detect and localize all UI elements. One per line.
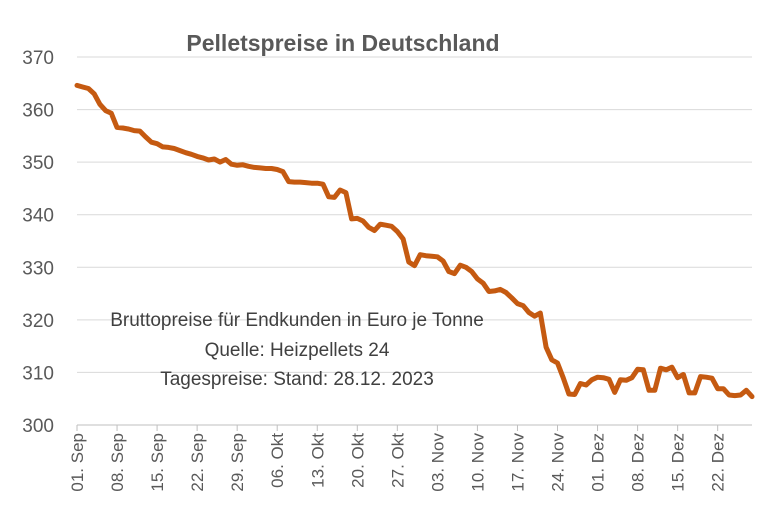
- x-tick-label: 13. Okt: [308, 433, 327, 488]
- x-tick-label: 06. Okt: [268, 433, 287, 488]
- x-tick-label: 29. Sep: [228, 433, 247, 492]
- x-tick-label: 03. Nov: [428, 433, 447, 492]
- x-tick-label: 22. Dez: [709, 433, 728, 492]
- x-tick-label: 27. Okt: [388, 433, 407, 488]
- x-tick-label: 22. Sep: [188, 433, 207, 492]
- gridlines: [77, 56, 752, 426]
- y-tick-label: 360: [22, 101, 54, 122]
- x-tick-label: 08. Sep: [108, 433, 127, 492]
- y-tick-label: 370: [22, 48, 54, 69]
- price-series-line: [74, 82, 755, 400]
- y-tick-label: 340: [22, 206, 54, 227]
- series-layer: [74, 82, 755, 400]
- x-tick-label: 20. Okt: [348, 433, 367, 488]
- y-axis-ticks: 300 310 320 330 340 350 360 370: [22, 48, 54, 437]
- x-tick-label: 24. Nov: [549, 433, 568, 492]
- chart-title: Pelletspreise in Deutschland: [186, 30, 499, 56]
- y-tick-label: 350: [22, 153, 54, 174]
- x-tick-label: 17. Nov: [508, 433, 527, 492]
- annotation-line-1: Bruttopreise für Endkunden in Euro je To…: [110, 310, 484, 331]
- annotation-text: Bruttopreise für Endkunden in Euro je To…: [110, 310, 484, 390]
- x-tick-label: 10. Nov: [468, 433, 487, 492]
- y-tick-label: 320: [22, 311, 54, 332]
- x-tick-label: 01. Sep: [68, 433, 87, 492]
- x-tick-label: 15. Dez: [669, 433, 688, 492]
- y-tick-label: 330: [22, 258, 54, 279]
- y-tick-label: 300: [22, 416, 54, 437]
- x-tick-label: 01. Dez: [589, 433, 608, 492]
- x-tick-label: 08. Dez: [629, 433, 648, 492]
- x-axis-ticks: 01. Sep 08. Sep 15. Sep 22. Sep 29. Sep 06. O…: [68, 425, 728, 492]
- x-tick-label: 15. Sep: [148, 433, 167, 492]
- annotation-line-3: Tagespreise: Stand: 28.12. 2023: [160, 369, 434, 390]
- y-tick-label: 310: [22, 363, 54, 384]
- annotation-line-2: Quelle: Heizpellets 24: [205, 340, 390, 361]
